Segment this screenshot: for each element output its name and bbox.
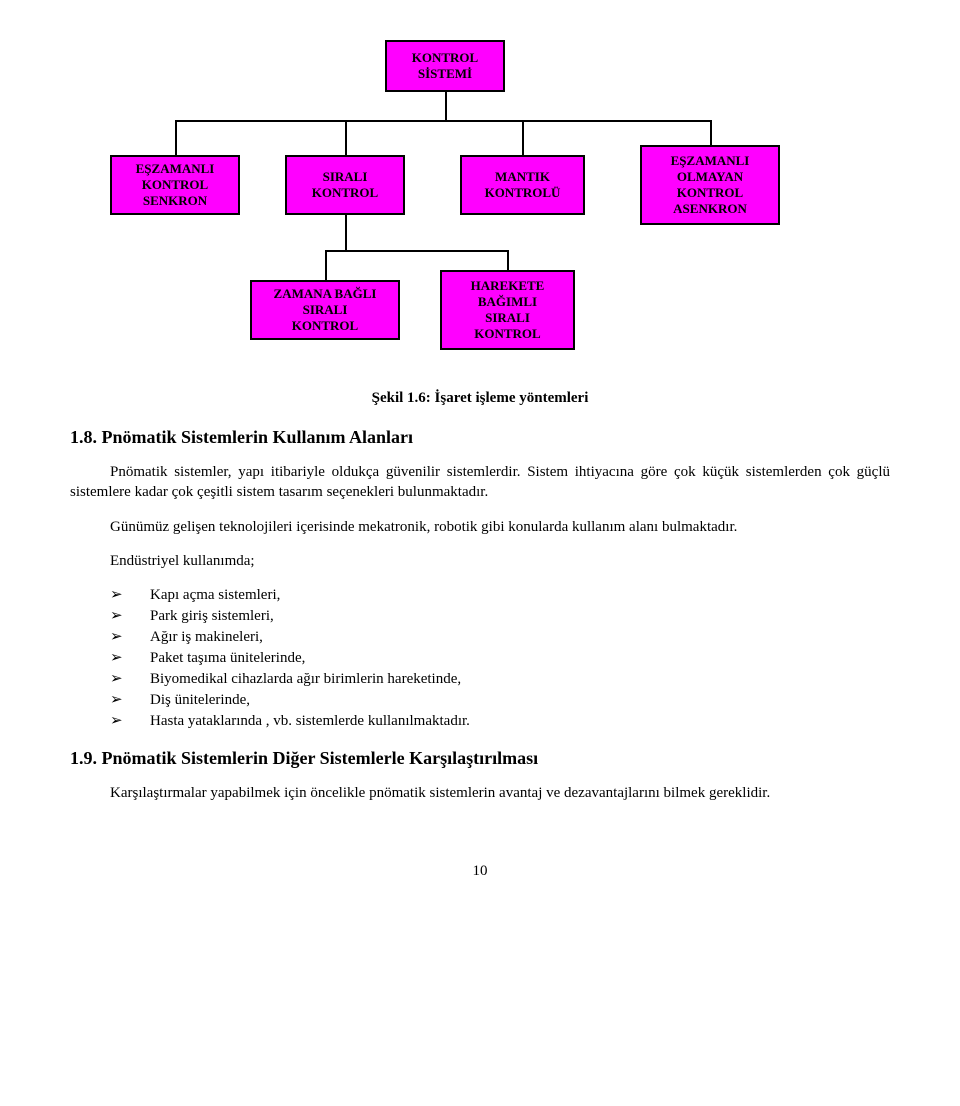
page-number: 10 [70, 863, 890, 880]
list-item: Hasta yataklarında , vb. sistemlerde kul… [150, 711, 890, 730]
connector-line [345, 215, 347, 250]
list-item: Ağır iş makineleri, [150, 627, 890, 646]
figure-caption: Şekil 1.6: İşaret işleme yöntemleri [70, 390, 890, 407]
diagram-node-root: KONTROLSİSTEMİ [385, 40, 505, 92]
diagram-node-n1: EŞZAMANLIKONTROLSENKRON [110, 155, 240, 215]
paragraph: Karşılaştırmalar yapabilmek için öncelik… [70, 783, 890, 803]
hierarchy-diagram: KONTROLSİSTEMİ EŞZAMANLIKONTROLSENKRON SIR… [110, 40, 850, 360]
list-item: Biyomedikal cihazlarda ağır birimlerin h… [150, 669, 890, 688]
list-item: Paket taşıma ünitelerinde, [150, 648, 890, 667]
diagram-node-n2: SIRALIKONTROL [285, 155, 405, 215]
connector-line [345, 120, 347, 155]
connector-line [325, 250, 327, 280]
section-heading-1-9: 1.9. Pnömatik Sistemlerin Diğer Sistemle… [70, 748, 890, 769]
list-item: Kapı açma sistemleri, [150, 585, 890, 604]
connector-line [445, 92, 447, 120]
diagram-node-n6: HAREKETEBAĞIMLISIRALIKONTROL [440, 270, 575, 350]
diagram-node-n3: MANTIKKONTROLÜ [460, 155, 585, 215]
connector-line [175, 120, 177, 155]
paragraph: Endüstriyel kullanımda; [70, 551, 890, 571]
bullet-list: Kapı açma sistemleri, Park giriş sistemle… [70, 585, 890, 730]
section-heading-1-8: 1.8. Pnömatik Sistemlerin Kullanım Alanl… [70, 427, 890, 448]
diagram-node-n4: EŞZAMANLIOLMAYANKONTROLASENKRON [640, 145, 780, 225]
paragraph: Pnömatik sistemler, yapı itibariyle oldu… [70, 462, 890, 503]
connector-line [710, 120, 712, 145]
paragraph: Günümüz gelişen teknolojileri içerisinde… [70, 517, 890, 537]
connector-line [507, 250, 509, 270]
list-item: Diş ünitelerinde, [150, 690, 890, 709]
diagram-node-n5: ZAMANA BAĞLISIRALIKONTROL [250, 280, 400, 340]
connector-line [522, 120, 524, 155]
list-item: Park giriş sistemleri, [150, 606, 890, 625]
connector-line [325, 250, 507, 252]
connector-line [175, 120, 710, 122]
